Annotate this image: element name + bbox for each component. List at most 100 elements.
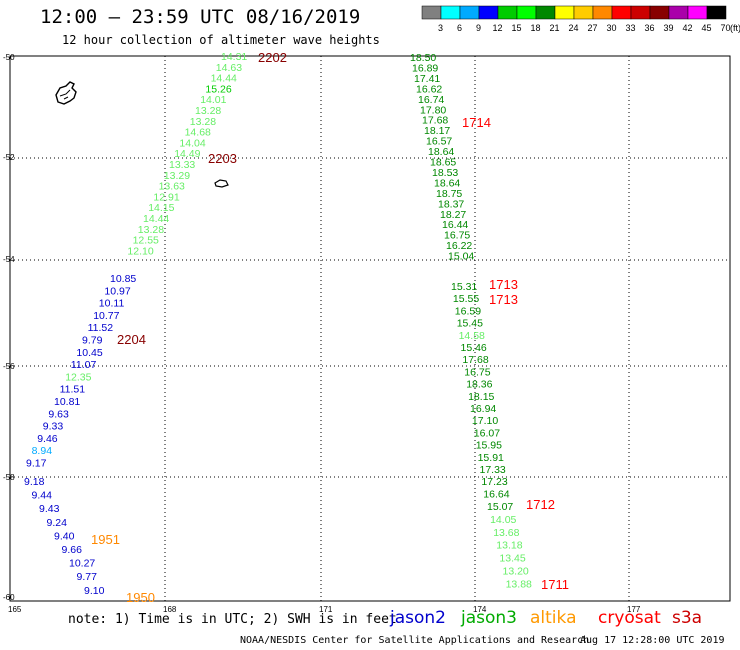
wave-height-value: 12.10: [127, 245, 153, 257]
wave-height-value: 13.28: [190, 116, 216, 128]
auckland-island-detail: [59, 89, 71, 100]
x-tick-label: 174: [473, 605, 487, 614]
wave-height-value: 9.43: [39, 503, 60, 515]
map-frame: [9, 55, 731, 602]
pass-time-label: 1951: [91, 532, 120, 547]
wave-height-value: 16.74: [418, 94, 444, 106]
color-swatch: [668, 5, 689, 20]
color-swatch: [421, 5, 442, 20]
wave-height-value: 16.07: [474, 427, 500, 439]
islands: [55, 81, 229, 188]
wave-height-value: 17.68: [462, 354, 488, 366]
y-tick-label: -58: [3, 473, 15, 482]
wave-height-value: 17.33: [480, 464, 506, 476]
color-scale-legend: 3 6 9 12 15 18 21 24 27 30 33 36 39 42 45 70 (ft): [421, 5, 740, 33]
pass-time-label: 2202: [258, 50, 287, 65]
wave-height-value: 17.10: [472, 415, 498, 427]
wave-height-value: 16.89: [412, 62, 438, 74]
wave-height-value: 9.46: [37, 433, 58, 445]
wave-height-value: 18.37: [438, 198, 464, 210]
color-swatch: [687, 5, 708, 20]
wave-height-value: 14.63: [216, 62, 242, 74]
x-tick-label: 171: [319, 605, 333, 614]
legend-jason3: jason3: [461, 608, 517, 628]
wave-height-value: 14.44: [211, 73, 237, 85]
axis-tick-labels: 165 168 171 174 177 -50 -52 -54 -56 -58 -60: [3, 53, 641, 614]
pass-time-label: 1713: [489, 277, 518, 292]
wave-height-value: 13.29: [164, 170, 190, 182]
wave-height-value: 10.97: [104, 285, 130, 297]
wave-height-value: 17.23: [481, 476, 507, 488]
color-swatch: [459, 5, 480, 20]
wave-height-value: 9.24: [47, 517, 68, 529]
wave-height-value: 17.80: [420, 104, 446, 116]
color-scale-label: 70: [720, 23, 730, 33]
color-scale-unit: (ft): [730, 23, 740, 33]
wave-height-readings: 14.3114.6314.4415.2614.0113.2813.2814.68…: [24, 51, 532, 597]
color-swatch: [478, 5, 499, 20]
wave-height-value: 16.44: [442, 219, 468, 231]
pass-time-label: 1711: [541, 577, 569, 592]
legend-cryosat: cryosat: [598, 608, 661, 628]
wave-height-value: 8.94: [32, 445, 53, 457]
wave-height-value: 17.68: [422, 115, 448, 127]
wave-height-value: 9.79: [82, 335, 103, 347]
color-scale-label: 21: [549, 23, 559, 33]
wave-height-value: 16.94: [470, 403, 496, 415]
color-swatch: [440, 5, 461, 20]
color-scale-label: 39: [663, 23, 673, 33]
color-scale-label: 12: [492, 23, 502, 33]
wave-height-value: 9.17: [26, 458, 47, 470]
pass-time-label: 2203: [208, 151, 237, 166]
wave-height-value: 18.15: [468, 391, 494, 403]
wave-height-value: 15.55: [453, 293, 479, 305]
color-scale-label: 18: [530, 23, 540, 33]
wave-height-value: 16.75: [444, 230, 470, 242]
color-swatch: [535, 5, 556, 20]
wave-height-value: 14.49: [174, 148, 200, 160]
pass-time-label: 1950: [126, 590, 155, 605]
color-scale-label: 33: [625, 23, 635, 33]
color-swatch: [649, 5, 670, 20]
y-tick-label: -56: [3, 362, 15, 371]
wave-height-value: 16.62: [416, 83, 442, 95]
color-swatch: [497, 5, 518, 20]
footer-note-row: note: 1) Time is in UTC; 2) SWH is in fe…: [0, 608, 740, 632]
color-swatch: [573, 5, 594, 20]
wave-height-value: 9.44: [32, 490, 53, 502]
wave-height-value: 14.44: [143, 213, 169, 225]
wave-height-value: 11.07: [71, 359, 97, 371]
wave-height-value: 15.07: [487, 501, 513, 513]
wave-height-value: 17.41: [414, 73, 440, 85]
wave-height-value: 18.75: [436, 188, 462, 200]
wave-height-value: 15.91: [478, 452, 504, 464]
wave-height-value: 13.68: [493, 527, 519, 539]
wave-height-value: 18.64: [434, 177, 460, 189]
campbell-island-shape: [214, 179, 229, 188]
legend-jason2: jason2: [390, 608, 446, 628]
y-tick-label: -50: [3, 53, 15, 62]
wave-height-value: 14.01: [200, 94, 226, 106]
color-scale-label: 36: [644, 23, 654, 33]
wave-height-value: 14.31: [221, 51, 247, 63]
x-tick-label: 165: [8, 605, 22, 614]
pass-time-label: 1712: [526, 497, 555, 512]
wave-height-value: 9.66: [62, 544, 83, 556]
color-scale-label: 3: [438, 23, 443, 33]
x-tick-label: 177: [627, 605, 641, 614]
pass-time-label: 1714: [462, 115, 491, 130]
color-scale-label: 42: [682, 23, 692, 33]
color-swatch: [630, 5, 651, 20]
color-scale-label: 45: [701, 23, 711, 33]
wave-height-value: 18.65: [430, 157, 456, 169]
x-tick-label: 168: [163, 605, 177, 614]
wave-height-value: 13.18: [496, 540, 522, 552]
wave-height-value: 14.04: [179, 137, 205, 149]
wave-height-value: 15.04: [448, 251, 474, 263]
wave-height-value: 16.57: [426, 136, 452, 148]
wave-height-value: 18.36: [466, 379, 492, 391]
wave-height-value: 9.33: [43, 421, 64, 433]
wave-height-value: 13.63: [159, 181, 185, 193]
